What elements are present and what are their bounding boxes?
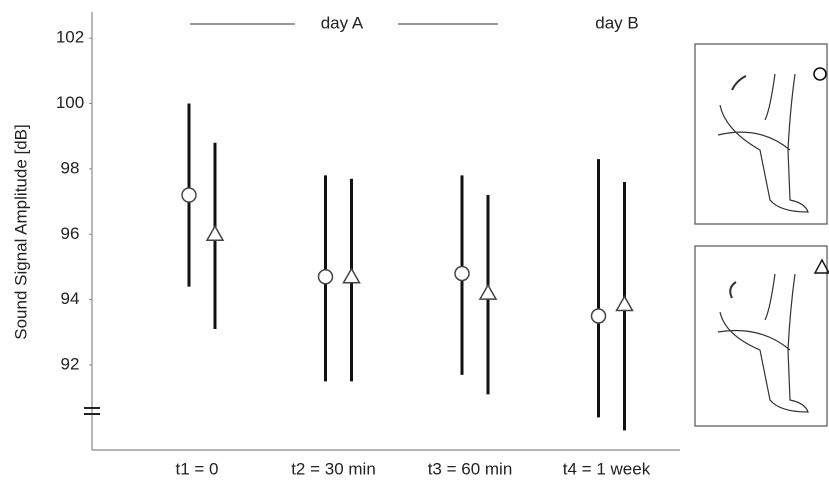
marker: [592, 309, 606, 323]
marker: [319, 270, 333, 284]
x-tick-label: t2 = 30 min: [291, 459, 376, 478]
annotation: day A: [321, 13, 364, 32]
marker: [480, 285, 496, 299]
x-tick-label: t4 = 1 week: [563, 459, 651, 478]
marker: [344, 269, 360, 283]
marker: [617, 297, 633, 311]
x-tick-label: t1 = 0: [175, 459, 218, 478]
y-tick-label: 102: [56, 28, 84, 47]
marker: [207, 226, 223, 240]
legend-image: [695, 44, 829, 426]
annotation: day B: [595, 13, 638, 32]
y-axis-label: Sound Signal Amplitude [dB]: [11, 124, 30, 339]
y-tick-label: 98: [61, 158, 80, 177]
chart: Sound Signal Amplitude [dB] day A day B …: [0, 0, 829, 486]
y-tick-label: 100: [56, 93, 84, 112]
y-tick-label: 96: [61, 224, 80, 243]
marker: [182, 188, 196, 202]
y-tick-label: 92: [61, 354, 80, 373]
x-tick-label: t3 = 60 min: [428, 459, 513, 478]
y-tick-label: 94: [61, 289, 80, 308]
marker: [455, 266, 469, 280]
